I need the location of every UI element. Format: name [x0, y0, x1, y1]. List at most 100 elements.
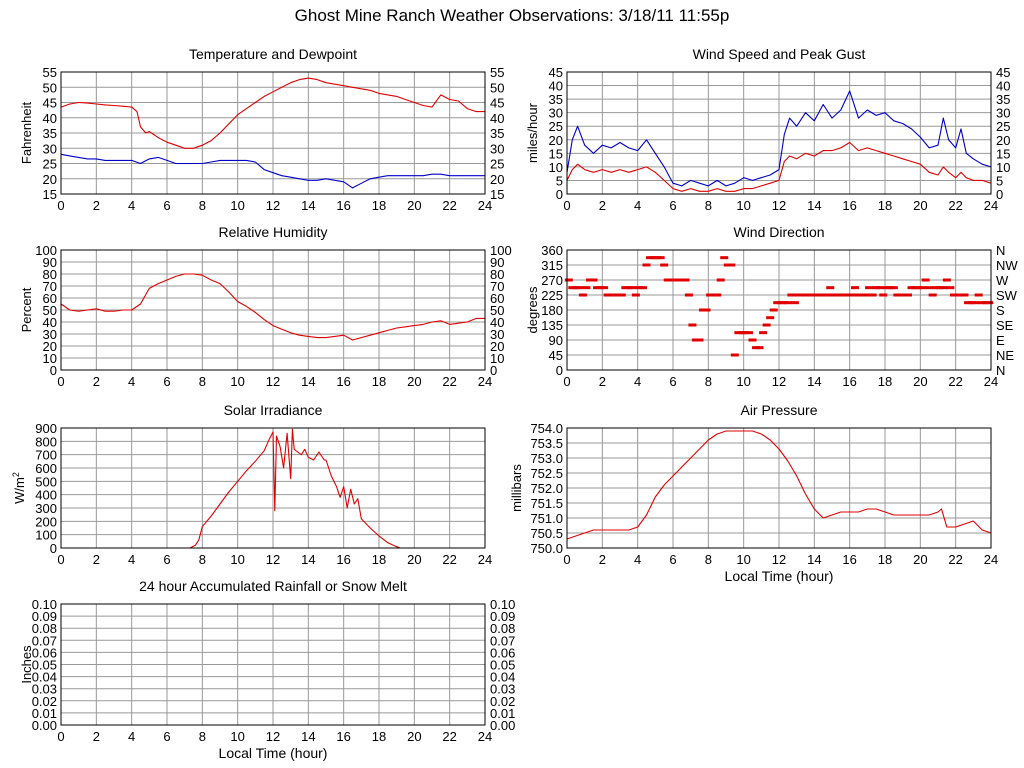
data-point	[861, 293, 870, 297]
x-tick-label: 20	[913, 198, 927, 213]
y-tick-label: 300	[35, 501, 57, 516]
y-tick-label: 60	[43, 291, 57, 306]
x-tick-label: 24	[984, 198, 998, 213]
y-tick-label: 80	[43, 267, 57, 282]
data-point	[974, 293, 983, 297]
y-tick-label: 754.0	[530, 421, 563, 436]
data-point	[889, 286, 898, 290]
series-line-air-pressure	[566, 430, 992, 540]
y-tick-label: 400	[35, 488, 57, 503]
x-tick-label: 6	[669, 552, 676, 567]
data-point	[716, 278, 725, 282]
data-point	[638, 286, 647, 290]
y-tick-label: 10	[43, 351, 57, 366]
x-tick-label: 4	[128, 374, 135, 389]
y-tick-label: 360	[541, 243, 563, 258]
plot-frame	[60, 603, 486, 726]
x-tick-label: 0	[57, 729, 64, 744]
data-point	[575, 286, 584, 290]
chart-title: Relative Humidity	[219, 224, 328, 240]
y-tick-label-right: NE	[996, 348, 1014, 363]
x-tick-label: 20	[407, 374, 421, 389]
x-tick-label: 14	[301, 729, 315, 744]
y-tick-label: 100	[35, 528, 57, 543]
y-tick-label-right: 0.01	[490, 706, 515, 721]
y-axis-label: Inches	[19, 645, 34, 684]
y-tick-label-right: 35	[996, 92, 1010, 107]
y-tick-label-right: 0.02	[490, 694, 515, 709]
x-tick-label: 2	[93, 374, 100, 389]
data-point	[918, 286, 927, 290]
y-tick-label-right: 5	[996, 173, 1003, 188]
x-tick-label: 0	[57, 374, 64, 389]
y-tick-label: 15	[549, 146, 563, 161]
series-line-solar-irradiance	[61, 428, 485, 549]
series-line-dewpoint	[60, 153, 485, 189]
x-tick-label: 18	[372, 374, 386, 389]
x-tick-label: 12	[772, 198, 786, 213]
data-point	[755, 346, 764, 350]
x-tick-label: 2	[93, 198, 100, 213]
y-tick-label: 600	[35, 461, 57, 476]
data-point	[720, 256, 729, 260]
x-tick-label: 24	[478, 198, 492, 213]
series-line-temperature	[60, 77, 485, 149]
y-tick-label-right: 0.09	[490, 609, 515, 624]
y-tick-label-right: 10	[996, 160, 1010, 175]
data-point	[578, 293, 587, 297]
plot-frame	[60, 71, 486, 195]
y-tick-label-right: 20	[996, 133, 1010, 148]
x-tick-label: 16	[842, 374, 856, 389]
x-tick-label: 12	[266, 198, 280, 213]
y-tick-label-right: E	[996, 333, 1005, 348]
y-tick-label-right: 60	[490, 291, 504, 306]
y-tick-label-right: 0.04	[490, 670, 515, 685]
x-tick-label: 6	[163, 198, 170, 213]
chart-title: Wind Speed and Peak Gust	[693, 46, 866, 62]
y-tick-label: 753.0	[530, 451, 563, 466]
x-tick-label: 12	[266, 729, 280, 744]
y-tick-label: 0.00	[32, 718, 57, 733]
page-title: Ghost Mine Ranch Weather Observations: 3…	[294, 6, 730, 25]
x-tick-label: 12	[772, 552, 786, 567]
x-tick-label: 12	[772, 374, 786, 389]
y-tick-label: 315	[541, 258, 563, 273]
x-tick-label: 6	[163, 374, 170, 389]
x-tick-label: 18	[878, 198, 892, 213]
data-point	[783, 301, 792, 305]
plot-frame	[566, 249, 992, 371]
x-tick-label: 16	[842, 198, 856, 213]
y-tick-label-right: 50	[490, 303, 504, 318]
x-tick-label: 2	[93, 552, 100, 567]
y-tick-label: 180	[541, 303, 563, 318]
y-tick-label: 40	[43, 111, 57, 126]
plot-frame	[60, 427, 486, 549]
y-tick-label: 35	[549, 92, 563, 107]
y-tick-label: 0.02	[32, 694, 57, 709]
data-point	[868, 293, 877, 297]
y-tick-label-right: 55	[490, 65, 504, 80]
y-tick-label: 0.06	[32, 645, 57, 660]
data-point	[695, 338, 704, 342]
y-tick-label-right: SW	[996, 288, 1018, 303]
x-tick-label: 16	[842, 552, 856, 567]
x-tick-label: 20	[913, 374, 927, 389]
y-tick-label: 225	[541, 288, 563, 303]
y-tick-label-right: 40	[996, 79, 1010, 94]
plot-frame	[566, 71, 992, 195]
chart-title: Temperature and Dewpoint	[189, 46, 357, 62]
y-tick-label-right: 40	[490, 111, 504, 126]
x-tick-label: 10	[736, 198, 750, 213]
y-axis-label: Fahrenheit	[19, 102, 34, 165]
y-tick-label: 35	[43, 126, 57, 141]
x-tick-label: 10	[736, 374, 750, 389]
x-tick-label: 12	[266, 374, 280, 389]
data-point	[684, 293, 693, 297]
x-tick-label: 6	[163, 729, 170, 744]
x-tick-label: 18	[372, 729, 386, 744]
data-point	[628, 286, 637, 290]
x-tick-label: 16	[336, 729, 350, 744]
data-point	[600, 286, 609, 290]
series-line-wind-speed	[566, 141, 992, 192]
